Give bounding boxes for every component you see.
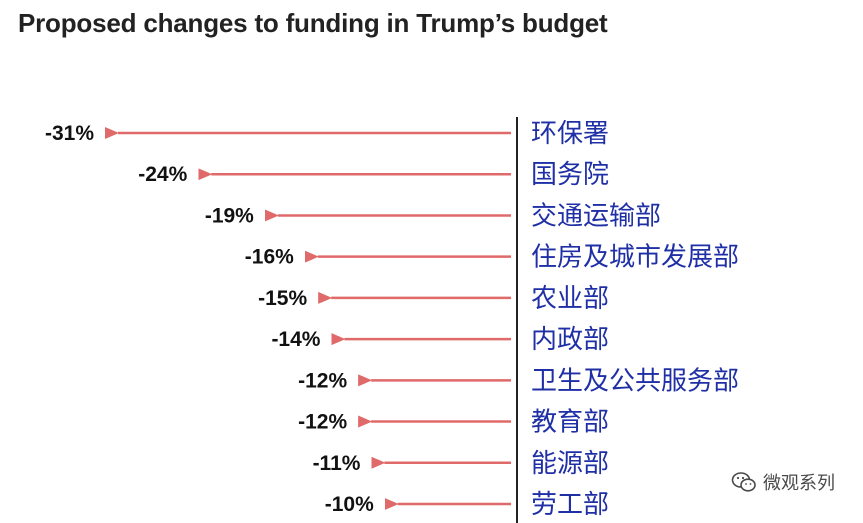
value-label: -15% [258, 287, 307, 310]
chart-title: Proposed changes to funding in Trump’s b… [18, 8, 608, 38]
value-label: -11% [313, 452, 361, 475]
value-label: -24% [138, 163, 187, 186]
category-label: 环保署 [531, 119, 609, 149]
value-label: -16% [245, 246, 294, 269]
wechat-icon [731, 472, 756, 492]
category-label: 交通运输部 [531, 201, 661, 231]
category-label: 劳工部 [531, 490, 609, 520]
category-label: 卫生及公共服务部 [531, 366, 739, 396]
category-label: 能源部 [531, 449, 609, 479]
watermark-text: 微观系列 [763, 473, 835, 494]
value-label: -31% [45, 122, 94, 145]
value-label: -19% [205, 204, 254, 227]
category-label: 内政部 [531, 325, 609, 355]
category-label: 农业部 [531, 284, 609, 314]
value-label: -12% [298, 369, 347, 392]
value-label: -14% [271, 328, 320, 351]
value-label: -12% [298, 411, 347, 434]
category-label: 住房及城市发展部 [531, 243, 739, 273]
category-label: 教育部 [531, 408, 609, 438]
category-label: 国务院 [531, 160, 609, 190]
watermark: 微观系列 [731, 469, 835, 495]
value-label: -10% [325, 493, 374, 516]
